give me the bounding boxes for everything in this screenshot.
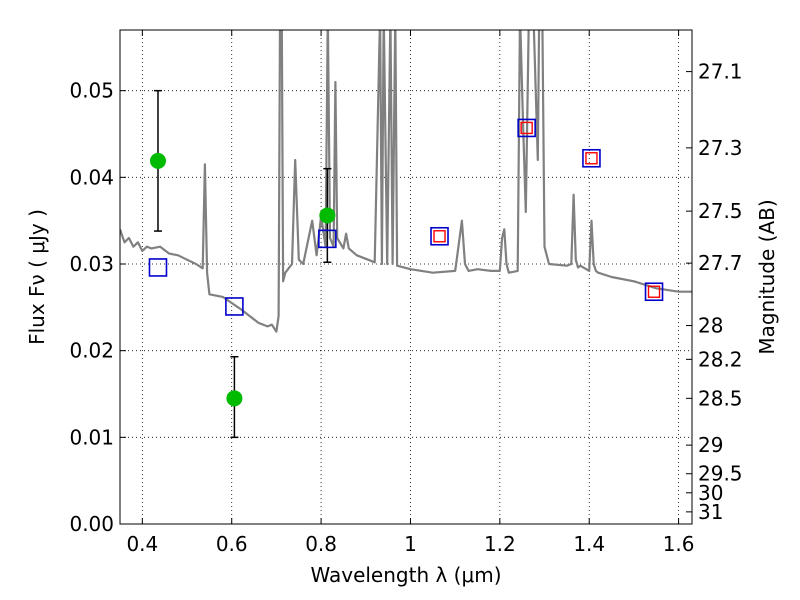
right-tick-label: 31: [698, 500, 723, 524]
model-photometry-red-square: [433, 230, 446, 243]
x-tick-label: 0.8: [305, 532, 337, 556]
model-spectrum-line: [120, 30, 692, 333]
model-photometry-red-square: [520, 121, 533, 135]
model-photometry-blue-square: [318, 229, 337, 249]
right-tick-label: 28.2: [698, 347, 743, 371]
right-tick-label: 28: [698, 314, 723, 338]
observed-marker: [226, 390, 243, 407]
right-tick-label: 27.3: [698, 136, 743, 160]
right-axis-label: Magnitude (AB): [755, 199, 779, 354]
y-tick-label: 0.01: [69, 425, 114, 449]
series-layer: [120, 30, 692, 439]
y-tick-label: 0.03: [69, 252, 114, 276]
right-tick-label: 29.5: [698, 462, 743, 486]
right-tick-label: 28.5: [698, 386, 743, 410]
observed-point: [226, 355, 243, 439]
x-axis-label: Wavelength λ (μm): [310, 563, 501, 587]
model-photometry-blue-square: [430, 226, 449, 246]
x-tick-label: 1: [404, 532, 417, 556]
x-tick-label: 0.6: [216, 532, 248, 556]
observed-point: [319, 167, 336, 264]
x-tick-label: 1.4: [573, 532, 605, 556]
plot-frame: [119, 29, 693, 525]
right-tick-label: 27.1: [698, 60, 743, 84]
y-tick-label: 0.00: [69, 512, 114, 536]
observed-point: [149, 89, 166, 232]
observed-marker: [149, 152, 166, 169]
y-tick-label: 0.04: [69, 165, 114, 189]
right-tick-label: 30: [698, 481, 723, 505]
x-tick-label: 1.6: [663, 532, 695, 556]
grid: [120, 30, 692, 525]
right-tick-label: 29: [698, 433, 723, 457]
observed-marker: [319, 207, 336, 224]
model-photometry-red-square: [647, 285, 661, 298]
model-photometry-blue-square: [582, 148, 601, 168]
model-photometry-blue-square: [517, 118, 536, 138]
y-tick-label: 0.05: [69, 79, 114, 103]
model-photometry-red-square: [585, 152, 598, 165]
model-photometry-blue-square: [644, 282, 664, 302]
y-tick-label: 0.02: [69, 339, 114, 363]
right-tick-label: 27.5: [698, 199, 743, 223]
model-photometry-blue-square: [148, 258, 168, 277]
x-tick-label: 0.4: [126, 532, 158, 556]
x-tick-label: 1.2: [484, 532, 516, 556]
ticks: 0.4 0.6 0.8 1 1.2 1.4 1.6 0.00 0.01 0.02 0.03 0.04 0…: [69, 30, 743, 556]
right-tick-label: 27.7: [698, 251, 743, 275]
y-axis-label: Flux Fν ( μJy ): [25, 209, 49, 345]
model-photometry-blue-square: [225, 297, 244, 316]
